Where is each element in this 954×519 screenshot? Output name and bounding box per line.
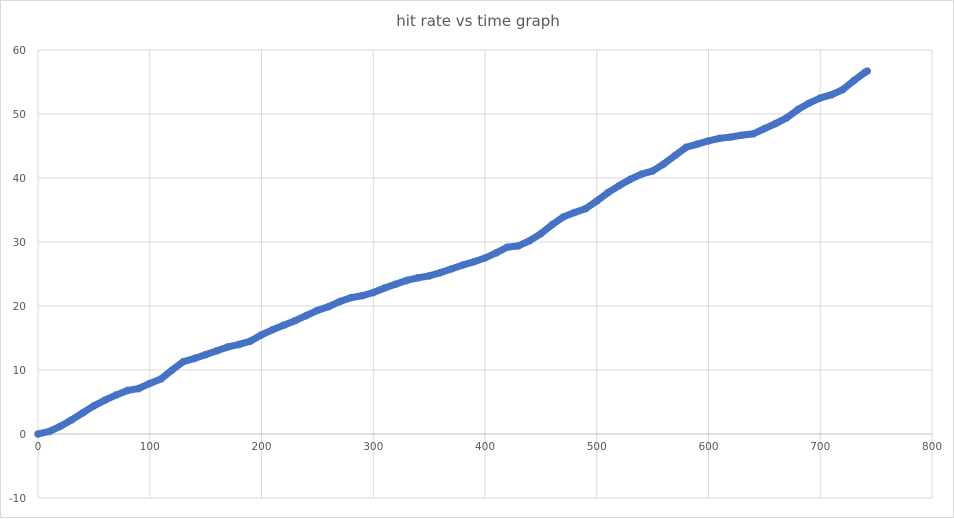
data-point: [313, 306, 322, 315]
data-point: [738, 131, 746, 139]
x-tick-label: 400: [475, 441, 495, 453]
data-point: [78, 409, 87, 417]
data-point: [280, 321, 288, 330]
x-tick-label: 0: [35, 441, 42, 453]
data-point: [335, 297, 344, 306]
data-point: [291, 316, 299, 325]
data-point: [145, 379, 154, 388]
data-point: [637, 170, 646, 178]
data-point: [581, 204, 590, 213]
data-point: [827, 91, 836, 99]
y-tick-label: 10: [13, 365, 26, 377]
x-tick-label: 300: [363, 441, 383, 453]
data-point: [863, 67, 871, 75]
data-point: [246, 337, 255, 346]
data-point: [268, 325, 277, 334]
data-point: [56, 422, 65, 431]
data-point: [548, 220, 556, 229]
data-point: [190, 354, 199, 363]
data-point: [168, 366, 176, 374]
data-point: [157, 375, 165, 383]
data-point: [693, 140, 702, 148]
data-point: [112, 391, 121, 399]
data-point: [704, 137, 713, 145]
y-tick-label: 0: [19, 429, 26, 441]
data-point: [447, 265, 456, 273]
data-point: [235, 340, 243, 349]
data-point: [358, 291, 366, 300]
y-tick-label: 50: [13, 109, 26, 121]
data-point: [671, 151, 679, 160]
data-point: [559, 213, 568, 221]
y-tick-label: 40: [13, 173, 26, 185]
data-point: [470, 258, 478, 266]
data-point: [760, 124, 769, 133]
data-point: [648, 167, 657, 175]
data-point: [67, 416, 76, 424]
data-point: [302, 311, 311, 320]
x-tick-label: 700: [810, 441, 830, 453]
gridlines: [37, 49, 933, 499]
y-tick-label: 60: [13, 45, 26, 57]
series-points: [34, 67, 871, 438]
data-point: [771, 119, 780, 128]
y-tick-label: -10: [9, 493, 26, 505]
x-tick-label: 500: [587, 441, 607, 453]
chart-title: hit rate vs time graph: [396, 12, 560, 30]
data-point: [402, 276, 411, 285]
data-point: [660, 160, 668, 168]
axis-labels: 0 100 200 300 400 500 600 700 800 -10 0 10 20 30 40 50 6…: [9, 45, 942, 505]
data-point: [45, 427, 53, 436]
data-point: [838, 85, 847, 94]
data-point: [324, 302, 333, 311]
data-point: [615, 181, 623, 190]
data-point: [626, 175, 635, 184]
x-tick-label: 200: [251, 441, 271, 453]
data-point: [391, 280, 400, 289]
data-point: [682, 143, 690, 152]
data-point: [715, 134, 724, 143]
data-point: [414, 274, 422, 282]
data-point: [347, 293, 355, 302]
data-point: [123, 386, 132, 395]
series-line: [34, 67, 871, 438]
data-point: [604, 188, 612, 197]
data-point: [525, 236, 534, 245]
data-point: [570, 208, 579, 217]
data-point: [380, 284, 389, 292]
data-point: [436, 268, 445, 277]
data-point: [224, 343, 232, 351]
data-point: [794, 105, 802, 114]
data-point: [514, 242, 523, 250]
data-point: [537, 229, 545, 238]
data-point: [503, 243, 512, 251]
data-point: [492, 249, 500, 257]
data-point: [749, 130, 757, 138]
x-tick-label: 100: [140, 441, 160, 453]
data-point: [90, 402, 98, 410]
data-point: [134, 384, 143, 393]
data-point: [727, 133, 735, 141]
data-point: [481, 254, 489, 262]
data-point: [816, 94, 825, 102]
data-point: [257, 331, 266, 339]
y-tick-label: 20: [13, 301, 26, 313]
x-tick-label: 800: [922, 441, 942, 453]
y-tick-label: 30: [13, 237, 26, 249]
data-point: [179, 357, 188, 366]
data-point: [201, 350, 210, 359]
data-point: [101, 396, 109, 404]
data-point: [425, 272, 433, 280]
data-point: [369, 288, 378, 297]
x-tick-label: 600: [698, 441, 718, 453]
data-point: [458, 261, 467, 269]
data-point: [849, 76, 858, 85]
data-point: [592, 197, 601, 205]
data-point: [805, 99, 813, 107]
data-point: [213, 347, 221, 355]
data-point: [782, 114, 791, 122]
data-point: [34, 430, 42, 438]
